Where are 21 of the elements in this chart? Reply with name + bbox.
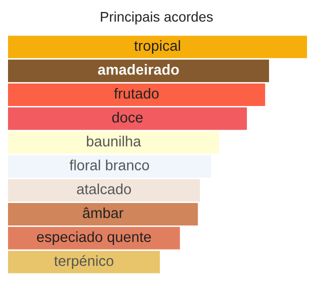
bar — [8, 60, 270, 82]
bar — [8, 179, 200, 202]
y-tick-label: floral branco — [70, 160, 150, 170]
y-tick-label: doce — [112, 112, 143, 123]
y-tick-label: tropical — [134, 40, 180, 54]
bar — [8, 203, 198, 226]
y-tick-label: especiado quente — [37, 231, 151, 245]
y-tick-label: terpénico — [54, 255, 114, 269]
y-tick-label: amadeirado — [98, 64, 179, 75]
bar — [8, 250, 160, 274]
bar — [8, 131, 220, 154]
y-tick-label: frutado — [114, 88, 159, 99]
bar — [8, 226, 180, 250]
chart-title: Principais acordes — [100, 12, 213, 24]
bar — [8, 36, 307, 58]
y-tick-label: atalcado — [77, 184, 131, 194]
bar — [8, 84, 266, 106]
y-tick-label: âmbar — [82, 207, 124, 218]
bar — [8, 155, 212, 178]
y-tick-label: baunilha — [86, 136, 142, 146]
bar — [8, 107, 247, 130]
